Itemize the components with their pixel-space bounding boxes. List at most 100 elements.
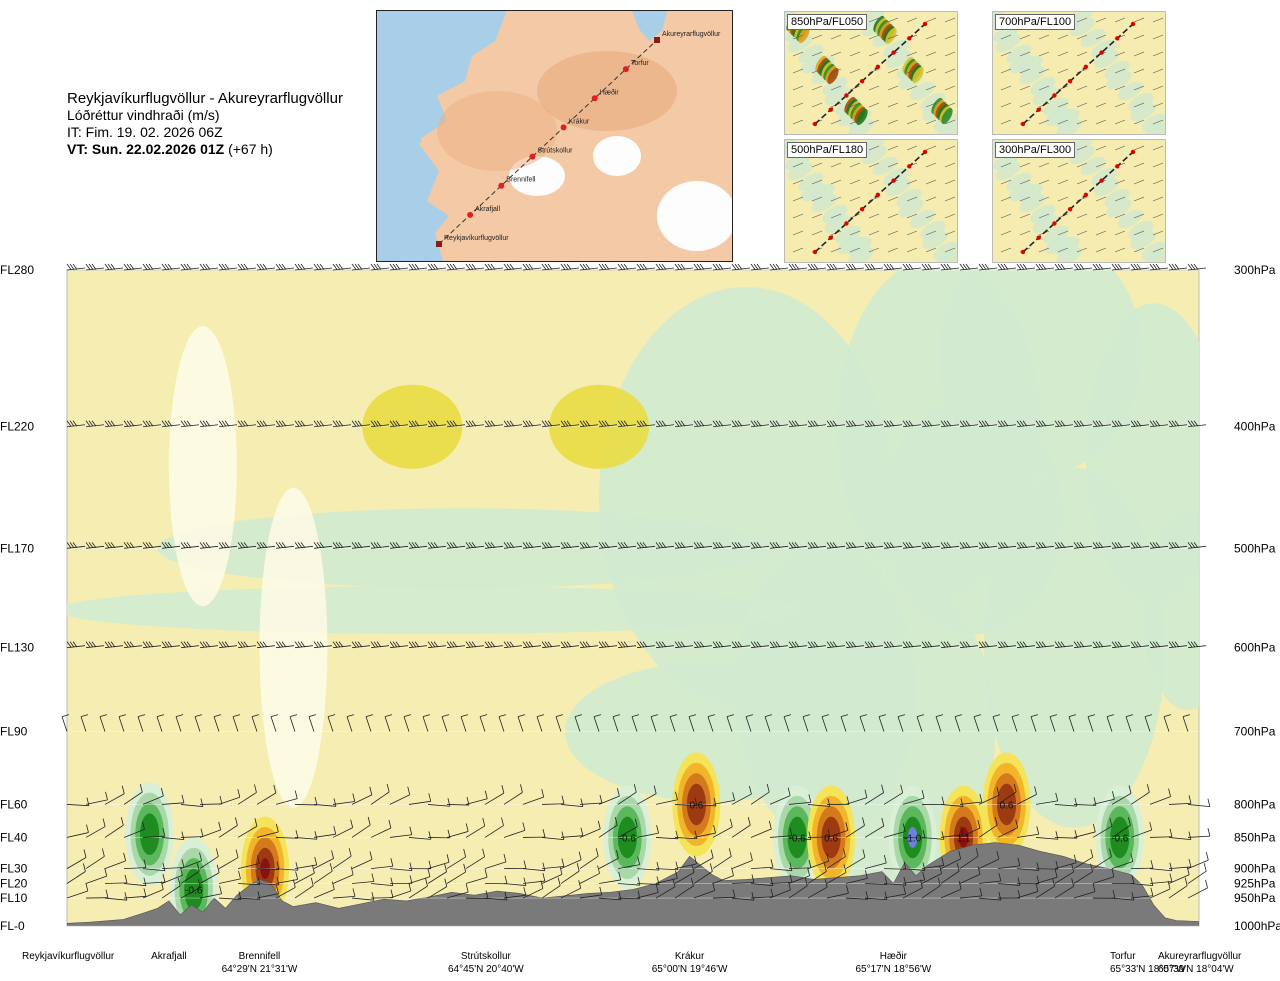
panel-contour-blob: [1080, 156, 1106, 176]
wind-barb: [788, 424, 808, 428]
wind-barb-flag: [1030, 714, 1039, 718]
wind-barb-flag: [694, 830, 698, 839]
wind-barb-flag: [794, 641, 800, 648]
wind-barb-flag: [1041, 641, 1047, 648]
wind-barb-flag: [181, 794, 185, 803]
wind-barb-flag: [946, 420, 952, 427]
wind-barb: [902, 887, 923, 899]
wind-barb-flag: [745, 714, 754, 718]
wind-barb-flag: [623, 542, 629, 549]
wind-barb-flag: [297, 542, 303, 549]
wind-barb-flag: [808, 831, 812, 840]
wind-barb: [232, 716, 239, 732]
panel-wind-barb: [830, 213, 842, 219]
wind-barb-flag: [802, 714, 811, 718]
wind-barb-flag: [88, 420, 94, 427]
wind-barb-flag: [335, 542, 341, 549]
wind-barb-flag: [864, 870, 868, 879]
wind-barb-flag: [1188, 858, 1192, 868]
wind-barb-flag: [566, 542, 572, 549]
wind-barb: [313, 889, 335, 899]
terrain: [67, 842, 1199, 926]
wind-barb-flag: [1019, 542, 1025, 549]
wind-barb-flag: [1125, 714, 1134, 718]
panel-wind-barb: [1076, 51, 1088, 57]
wind-barb: [161, 885, 181, 899]
wind-barb: [237, 863, 260, 869]
panel-wind-barb: [792, 230, 804, 236]
wind-barb-flag: [105, 889, 109, 898]
wind-barb-flag: [351, 420, 357, 427]
wind-barbs: [61, 263, 1211, 901]
wind-barb-flag: [484, 420, 490, 427]
wind-barb: [270, 716, 277, 732]
wind-barb: [427, 545, 447, 549]
panel-wind-barb: [1114, 17, 1126, 23]
wind-barb-flag: [468, 420, 474, 427]
wind-barb: [997, 267, 1017, 271]
wind-barb: [427, 267, 447, 271]
wind-barb: [479, 716, 486, 732]
wind-barb-flag: [597, 865, 600, 874]
wind-barb: [123, 829, 145, 838]
wind-barb-flag: [389, 263, 395, 270]
wind-barb-flag: [832, 641, 838, 648]
wind-barb-flag: [827, 828, 831, 838]
wind-barb: [256, 883, 279, 886]
wind-barb: [1073, 804, 1096, 806]
wind-barb: [579, 645, 599, 649]
wind-barb-flag: [707, 714, 716, 718]
panel-wind-barb: [887, 196, 899, 202]
wind-barb-flag: [884, 876, 888, 885]
wind-barb: [788, 545, 808, 549]
wind-barb: [180, 804, 203, 807]
wind-barb-flag: [376, 263, 382, 270]
cell-value-label: 0.6: [1000, 800, 1014, 811]
wind-barb: [484, 545, 504, 549]
wind-barb-flag: [1019, 641, 1025, 648]
wind-barb: [655, 545, 675, 549]
wind-barb-flag: [620, 263, 626, 270]
wind-barb: [560, 267, 580, 271]
wind-barb-flag: [1060, 641, 1066, 648]
wind-barb-flag: [655, 884, 659, 893]
wind-barb-flag: [655, 542, 661, 549]
wind-barb: [921, 837, 944, 840]
wind-barb-flag: [639, 641, 645, 648]
wind-barb: [674, 545, 694, 549]
hpa-tick-label: 925hPa: [1234, 877, 1276, 891]
wind-barb-flag: [617, 420, 623, 427]
wind-barb-flag: [984, 542, 990, 549]
wind-barb: [541, 545, 561, 549]
wind-barb-flag: [1193, 420, 1199, 427]
panel-wind-barb: [944, 119, 956, 125]
wind-barb: [408, 800, 431, 805]
wind-barb-flag: [769, 641, 775, 648]
wind-barb: [370, 791, 390, 805]
wind-barb-flag: [921, 542, 927, 549]
wind-barb-flag: [900, 784, 904, 793]
panel-wind-barb: [925, 51, 937, 57]
wind-barb-flag: [224, 420, 230, 427]
wind-barb-flag: [148, 641, 154, 648]
wind-barb: [389, 424, 409, 428]
wind-barb: [902, 645, 922, 649]
wind-barb-flag: [1068, 714, 1077, 718]
wind-barb-flag: [126, 263, 132, 270]
wind-barb-flag: [433, 641, 439, 648]
wind-barb: [731, 897, 754, 901]
panel-wind-barb: [1095, 17, 1107, 23]
wind-barb-flag: [183, 420, 189, 427]
wind-barb-flag: [83, 849, 87, 858]
wind-barb-flag: [962, 542, 968, 549]
wind-barb-flag: [889, 420, 895, 427]
wind-barb: [522, 267, 542, 271]
wind-barb-flag: [881, 817, 885, 827]
wind-barb: [1092, 798, 1115, 805]
panel-wind-barb: [925, 119, 937, 125]
wind-barb-flag: [313, 420, 319, 427]
wind-barb-flag: [180, 542, 186, 549]
wind-barb: [826, 829, 848, 838]
panel-waypoint: [907, 36, 912, 41]
wind-barb-flag: [826, 641, 832, 648]
